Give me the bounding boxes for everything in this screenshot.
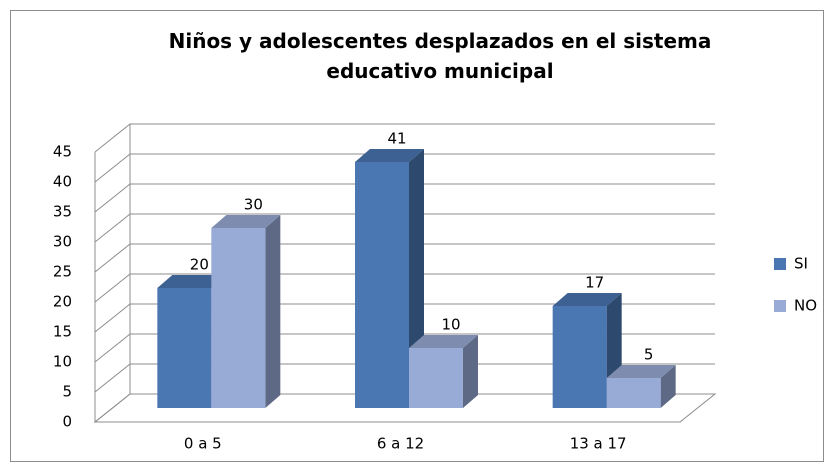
bar-face [355,149,424,162]
grid-line [94,123,715,153]
bar-face [660,365,676,408]
x-tick-label: 13 a 17 [570,435,627,453]
legend-swatch [774,258,786,270]
bar [409,335,478,408]
bar [211,215,281,408]
bar-face [606,378,661,408]
x-tick-label: 6 a 12 [377,435,424,453]
y-tick-label: 0 [62,413,72,431]
grid-line [94,243,715,273]
legend-label: SI [794,255,808,273]
bar-face [157,275,227,288]
y-tick-label: 35 [53,203,72,221]
y-tick-label: 20 [53,293,72,311]
bar-face [265,215,281,408]
bar-face [606,365,676,378]
y-tick-label: 45 [53,143,72,161]
bar-face [552,293,622,306]
y-tick-label: 30 [53,233,72,251]
y-tick-label: 15 [53,323,72,341]
grid-line [94,333,715,363]
y-tick-label: 10 [53,353,72,371]
y-tick-label: 25 [53,263,72,281]
grid-line [94,393,715,423]
value-label: 17 [585,274,604,292]
y-tick-label: 5 [62,383,72,401]
value-label: 20 [190,256,209,274]
bar-face [211,215,281,228]
bar-face [409,335,478,348]
value-label: 30 [244,196,263,214]
grid-line [94,303,715,333]
bar-face [409,348,463,408]
legend-swatch [774,300,786,312]
grid-line [94,153,715,183]
grid-line [94,363,715,393]
value-label: 10 [441,316,460,334]
value-label: 41 [387,130,406,148]
grid-line [94,273,715,303]
bar-face [211,228,266,408]
legend-label: NO [794,297,817,315]
bar-face [157,288,212,408]
grid-line [94,183,715,213]
bar-face [463,335,478,408]
bar [606,365,676,408]
chart-title: Niños y adolescentes desplazados en el s… [168,29,712,83]
y-tick-label: 40 [53,173,72,191]
x-tick-label: 0 a 5 [184,435,222,453]
bar-face [552,306,607,408]
grid-line [94,213,715,243]
value-label: 5 [644,346,654,364]
bar-face [355,162,409,408]
